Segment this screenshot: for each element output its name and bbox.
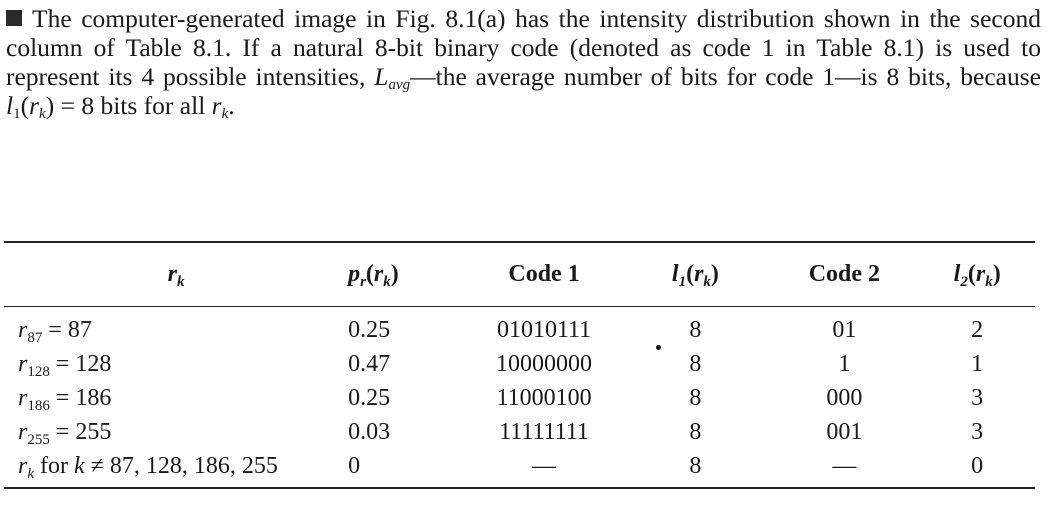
cell-l2: 3 — [971, 384, 984, 411]
code-table: rk pr(rk) Code 1 l1(rk) Code 2 l2(rk) r8… — [4, 241, 1035, 489]
cell-prk: 0.25 — [348, 316, 391, 343]
paragraph-period: . — [228, 91, 235, 120]
cell-l1: 8 — [689, 316, 702, 343]
square-bullet-icon — [6, 10, 22, 26]
cell-l2: 1 — [971, 350, 984, 377]
cell-l2: 0 — [919, 448, 1035, 489]
cell-prk: 0.47 — [348, 350, 391, 377]
cell-code1: 10000000 — [496, 350, 593, 377]
cell-prk: 0.03 — [348, 418, 391, 445]
table-row: r255 = 255 0.03 11111111 8 001 3 — [4, 415, 1035, 449]
cell-l2: 3 — [971, 418, 984, 445]
cell-rk-other: rk for k ≠ 87, 128, 186, 255 — [4, 448, 349, 489]
table-row: r87 = 87 0.25 01010111 8 01 2 — [4, 306, 1035, 347]
cell-l1: 8 — [689, 350, 702, 377]
cell-code2: 01 — [832, 316, 857, 343]
stray-mark — [656, 345, 661, 350]
cell-rk: r128 = 128 — [18, 350, 112, 380]
header-rk: rk — [4, 241, 349, 307]
cell-prk: 0.25 — [348, 384, 391, 411]
paragraph-text-2: —the average number of bits for code 1—i… — [410, 62, 1041, 91]
cell-rk: r186 = 186 — [18, 384, 112, 414]
cell-code1: 01010111 — [496, 316, 592, 343]
cell-l1: 8 — [689, 384, 702, 411]
cell-l2: 2 — [971, 316, 984, 343]
cell-code2: — — [769, 448, 920, 489]
cell-rk: r255 = 255 — [18, 418, 112, 448]
l1-expression: l1(rk) — [6, 91, 55, 122]
header-code1: Code 1 — [466, 241, 622, 307]
header-code2: Code 2 — [769, 241, 920, 307]
paragraph-text-1: The computer-generated image in Fig. 8.1… — [6, 4, 1041, 91]
cell-code1: 11000100 — [496, 384, 592, 411]
table-row: r128 = 128 0.47 10000000 8 1 1 — [4, 347, 1035, 381]
cell-prk: 0 — [348, 448, 467, 489]
lavg-symbol: Lavg — [374, 62, 411, 93]
cell-rk: r87 = 87 — [18, 316, 92, 346]
cell-code2: 001 — [826, 418, 863, 445]
header-prk: pr(rk) — [348, 241, 467, 307]
cell-code2: 1 — [838, 350, 851, 377]
cell-code1: 11111111 — [499, 418, 589, 445]
paragraph-text-3: = 8 bits for all — [54, 91, 212, 120]
table-header-row: rk pr(rk) Code 1 l1(rk) Code 2 l2(rk) — [4, 241, 1035, 307]
cell-l1: 8 — [689, 418, 702, 445]
cell-code1: — — [466, 448, 622, 489]
table-row: r186 = 186 0.25 11000100 8 000 3 — [4, 381, 1035, 415]
header-l1rk: l1(rk) — [621, 241, 770, 307]
cell-code2: 000 — [826, 384, 863, 411]
rk-symbol: rk — [211, 91, 229, 122]
cell-l1: 8 — [621, 448, 770, 489]
intro-paragraph: The computer-generated image in Fig. 8.1… — [6, 4, 1041, 122]
table-row: rk for k ≠ 87, 128, 186, 255 0 — 8 — 0 — [4, 448, 1035, 489]
header-l2rk: l2(rk) — [919, 241, 1035, 307]
